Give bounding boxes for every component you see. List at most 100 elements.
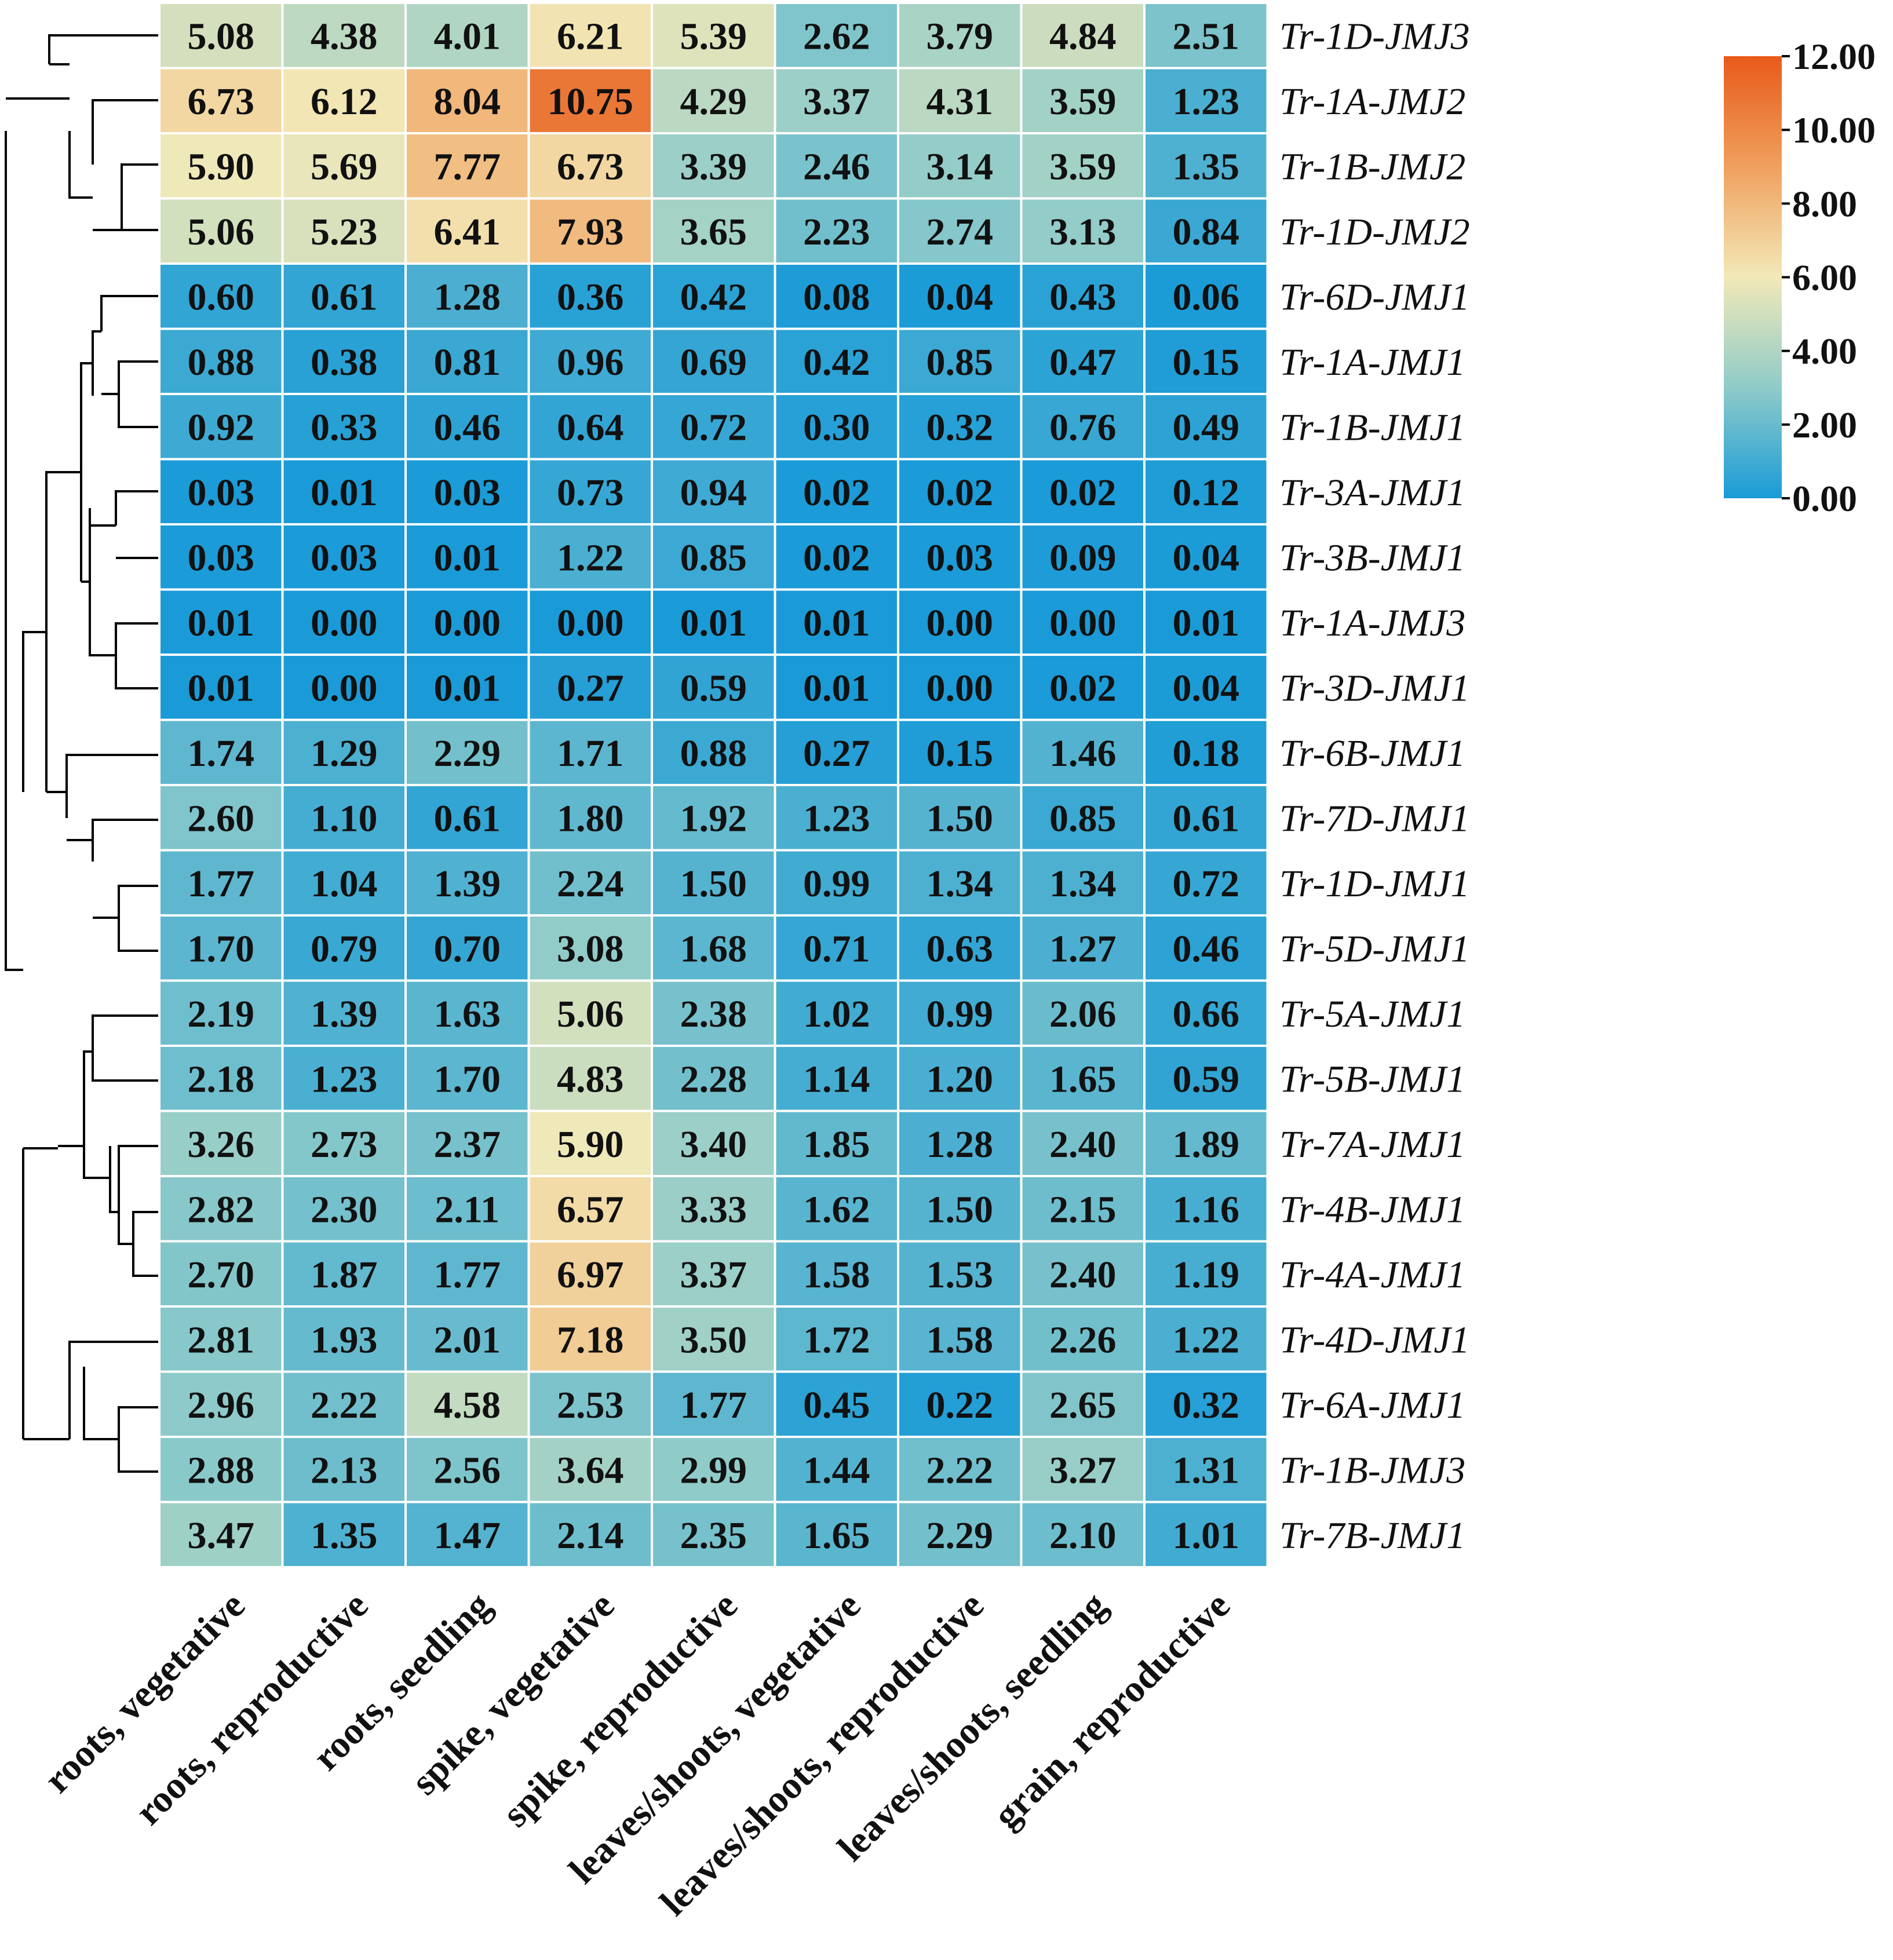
colorbar-tick-label: 0.00 bbox=[1792, 478, 1857, 519]
cell-value: 2.15 bbox=[1049, 1188, 1117, 1231]
heatmap-cell bbox=[527, 327, 653, 395]
heatmap-cell bbox=[404, 914, 530, 982]
cell-value: 1.62 bbox=[803, 1188, 870, 1231]
heatmap-cell bbox=[158, 458, 284, 525]
cell-value: 0.06 bbox=[1173, 276, 1240, 318]
heatmap-cell bbox=[1143, 1305, 1269, 1373]
cell-value: 2.29 bbox=[434, 732, 501, 775]
heatmap-cell bbox=[281, 523, 407, 591]
cell-value: 0.00 bbox=[311, 667, 378, 709]
cell-value: 1.74 bbox=[188, 732, 255, 775]
cell-value: 3.08 bbox=[557, 928, 624, 970]
cell-value: 1.44 bbox=[803, 1449, 870, 1491]
cell-value: 5.06 bbox=[557, 993, 624, 1035]
cell-value: 2.26 bbox=[1049, 1319, 1117, 1361]
heatmap-cell bbox=[1143, 458, 1269, 525]
heatmap-cell bbox=[158, 2, 284, 70]
heatmap-cell bbox=[281, 1109, 407, 1177]
heatmap-cell bbox=[158, 1436, 284, 1503]
cell-value: 3.47 bbox=[188, 1514, 255, 1557]
cell-value: 1.93 bbox=[311, 1319, 378, 1361]
cell-value: 5.06 bbox=[188, 211, 255, 253]
cell-value: 1.77 bbox=[434, 1254, 501, 1296]
row-label: Tr-1B-JMJ2 bbox=[1279, 145, 1465, 188]
cell-value: 1.70 bbox=[188, 928, 255, 970]
heatmap-cell bbox=[897, 784, 1023, 852]
cell-value: 0.42 bbox=[680, 276, 747, 318]
cell-value: 1.58 bbox=[803, 1254, 870, 1296]
heatmap-cell bbox=[527, 132, 653, 200]
row-label: Tr-1A-JMJ1 bbox=[1279, 341, 1465, 384]
colorbar-tick-label: 8.00 bbox=[1792, 183, 1857, 224]
cell-value: 2.88 bbox=[188, 1449, 255, 1491]
cell-value: 2.01 bbox=[434, 1319, 501, 1361]
row-label: Tr-3D-JMJ1 bbox=[1279, 667, 1470, 709]
cell-value: 2.53 bbox=[557, 1384, 624, 1426]
cell-value: 0.92 bbox=[188, 406, 255, 448]
heatmap-cell bbox=[774, 1175, 899, 1243]
heatmap-cell bbox=[1020, 914, 1146, 982]
heatmap-cell bbox=[527, 1436, 653, 1503]
cell-value: 2.13 bbox=[311, 1449, 378, 1491]
heatmap-cell bbox=[897, 67, 1023, 134]
row-label: Tr-4D-JMJ1 bbox=[1279, 1319, 1470, 1361]
heatmap-cell bbox=[1020, 1240, 1146, 1308]
heatmap-cell bbox=[527, 523, 653, 591]
colorbar-tick-label: 2.00 bbox=[1792, 404, 1857, 446]
heatmap-cell bbox=[527, 784, 653, 852]
heatmap-cell bbox=[1143, 1175, 1269, 1243]
heatmap-cell bbox=[774, 654, 899, 721]
cell-value: 5.90 bbox=[557, 1123, 624, 1166]
cell-value: 0.47 bbox=[1049, 341, 1117, 384]
cell-value: 2.35 bbox=[680, 1514, 747, 1557]
heatmap-cell bbox=[404, 979, 530, 1047]
row-label: Tr-3B-JMJ1 bbox=[1279, 536, 1465, 579]
heatmap-cell bbox=[774, 2, 899, 70]
cell-value: 1.50 bbox=[927, 797, 994, 840]
heatmap-cell bbox=[651, 718, 776, 786]
heatmap-cell bbox=[527, 1045, 653, 1112]
colorbar-tick-label: 4.00 bbox=[1792, 331, 1857, 372]
cell-value: 0.15 bbox=[927, 732, 994, 775]
cell-value: 0.02 bbox=[927, 472, 994, 514]
heatmap-cell bbox=[527, 718, 653, 786]
cell-value: 0.04 bbox=[1173, 536, 1240, 579]
heatmap-cell bbox=[1020, 784, 1146, 852]
heatmap-cell bbox=[1143, 1436, 1269, 1503]
heatmap-cell bbox=[651, 393, 776, 461]
colorbar-tick-label: 6.00 bbox=[1792, 257, 1857, 298]
cell-value: 0.59 bbox=[1173, 1058, 1240, 1100]
cell-value: 0.88 bbox=[188, 341, 255, 384]
cell-value: 1.01 bbox=[1173, 1514, 1240, 1557]
cell-value: 2.23 bbox=[803, 211, 870, 253]
cell-value: 0.94 bbox=[680, 472, 747, 514]
heatmap-cell bbox=[527, 588, 653, 656]
cell-value: 0.18 bbox=[1173, 732, 1240, 775]
heatmap-cell bbox=[404, 718, 530, 786]
heatmap-cell bbox=[1020, 588, 1146, 656]
colorbar-tick-label: 10.00 bbox=[1792, 110, 1876, 151]
cell-value: 0.72 bbox=[1173, 863, 1240, 905]
row-label: Tr-1D-JMJ1 bbox=[1279, 863, 1470, 905]
cell-value: 2.99 bbox=[680, 1449, 747, 1491]
cell-value: 1.80 bbox=[557, 797, 624, 840]
heatmap-cell bbox=[1143, 849, 1269, 917]
cell-value: 2.38 bbox=[680, 993, 747, 1035]
cell-value: 0.01 bbox=[311, 472, 378, 514]
heatmap-cell bbox=[897, 458, 1023, 525]
cell-value: 0.02 bbox=[803, 536, 870, 579]
heatmap-cell bbox=[527, 849, 653, 917]
heatmap-cell bbox=[158, 393, 284, 461]
cell-value: 1.65 bbox=[803, 1514, 870, 1557]
cell-value: 1.35 bbox=[311, 1514, 378, 1557]
row-label: Tr-1D-JMJ3 bbox=[1279, 15, 1470, 57]
row-label: Tr-4B-JMJ1 bbox=[1279, 1188, 1465, 1231]
cell-value: 2.96 bbox=[188, 1384, 255, 1426]
cell-value: 3.59 bbox=[1049, 81, 1117, 123]
cell-value: 1.89 bbox=[1173, 1123, 1240, 1166]
cell-value: 5.39 bbox=[680, 15, 747, 57]
heatmap-cell bbox=[404, 1109, 530, 1177]
heatmap-cell bbox=[404, 132, 530, 200]
row-label: Tr-7D-JMJ1 bbox=[1279, 797, 1470, 840]
